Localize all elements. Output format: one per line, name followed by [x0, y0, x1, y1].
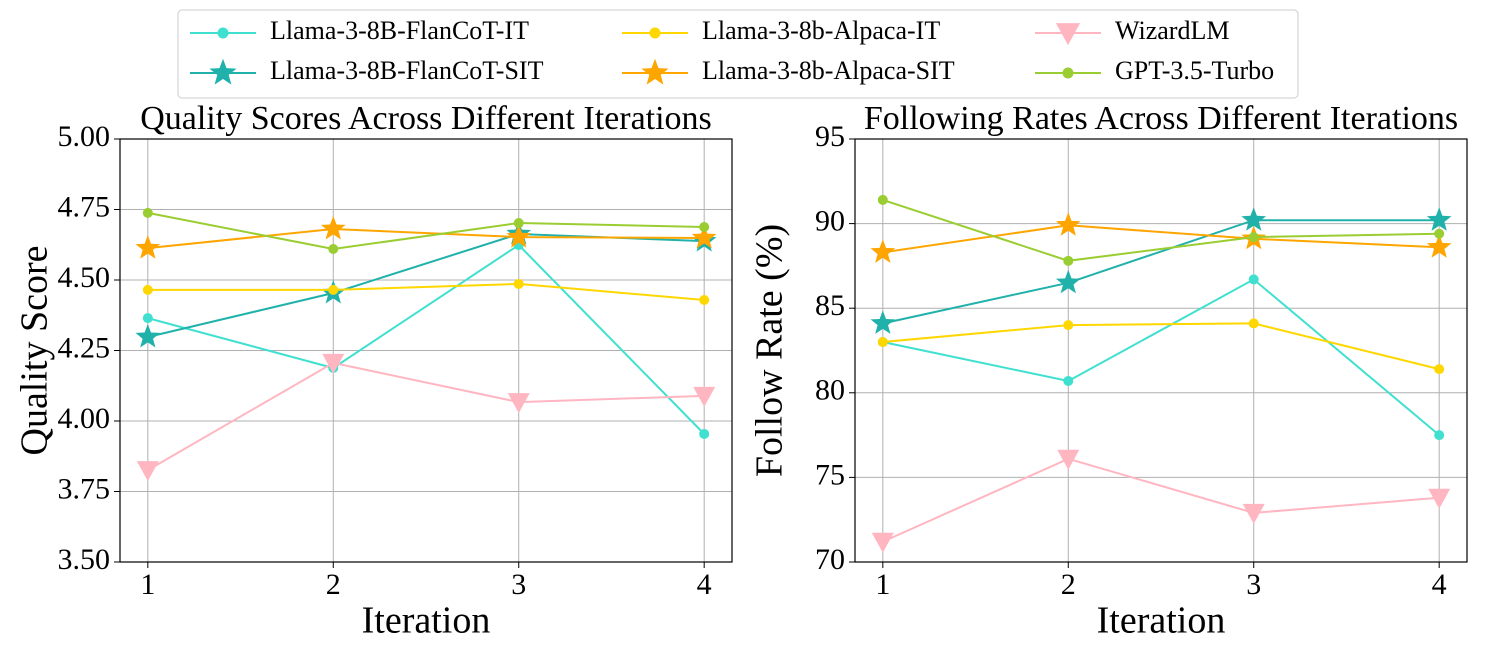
- legend: Llama-3-8B-FlanCoT-IT Llama-3-8B-FlanCoT-…: [177, 9, 1299, 99]
- y-tick-label: 75: [815, 458, 845, 491]
- series-line: [882, 219, 1440, 325]
- marker: [1057, 449, 1080, 470]
- x-axis-label: Iteration: [362, 600, 491, 642]
- legend-label: Llama-3-8b-Alpaca-IT: [702, 16, 940, 45]
- x-tick-label: 2: [326, 568, 341, 601]
- series-line: [882, 224, 1440, 254]
- marker: [699, 295, 710, 306]
- marker: [506, 224, 532, 248]
- marker: [328, 284, 339, 295]
- plot-frame: [854, 138, 1468, 563]
- legend-label: Llama-3-8B-FlanCoT-IT: [270, 16, 529, 45]
- marker: [871, 532, 894, 553]
- marker: [1063, 255, 1074, 266]
- legend-label: Llama-3-8b-Alpaca-SIT: [702, 56, 955, 85]
- legend-marker: [209, 58, 237, 85]
- series-line: [147, 211, 705, 251]
- marker: [691, 225, 717, 249]
- marker: [870, 310, 896, 334]
- legend-marker: [649, 27, 661, 39]
- chart-title: Quality Scores Across Different Iteratio…: [140, 100, 712, 137]
- y-tick-label: 70: [815, 543, 845, 576]
- marker: [513, 278, 524, 289]
- marker: [507, 393, 530, 414]
- marker: [1248, 318, 1259, 329]
- legend-marker: [1062, 67, 1074, 79]
- x-tick-label: 2: [1061, 568, 1076, 601]
- marker: [1434, 228, 1445, 239]
- y-tick-label: 4.75: [58, 190, 111, 223]
- legend-label: WizardLM: [1115, 16, 1229, 45]
- x-tick-label: 3: [511, 568, 526, 601]
- y-tick-label: 90: [815, 204, 845, 237]
- marker: [320, 216, 346, 240]
- marker: [1055, 269, 1081, 294]
- x-tick-label: 1: [875, 568, 890, 601]
- legend-label: GPT-3.5-Turbo: [1115, 56, 1274, 85]
- marker: [142, 284, 153, 295]
- marker: [322, 353, 345, 374]
- y-tick-label: 80: [815, 374, 845, 407]
- series-line: [882, 457, 1440, 543]
- y-tick-label: 3.50: [58, 543, 111, 576]
- y-tick-label: 4.00: [58, 402, 111, 435]
- chart-title: Following Rates Across Different Iterati…: [864, 100, 1458, 137]
- marker: [1248, 274, 1259, 285]
- marker: [142, 313, 153, 324]
- x-axis-label: Iteration: [1097, 600, 1226, 642]
- x-tick-label: 3: [1246, 568, 1261, 601]
- legend-frame: [177, 9, 1299, 99]
- marker: [1063, 375, 1074, 386]
- series-line: [147, 243, 705, 435]
- marker: [877, 337, 888, 348]
- marker: [699, 221, 710, 232]
- marker: [1248, 232, 1259, 243]
- marker: [1241, 207, 1267, 231]
- marker: [1434, 430, 1445, 441]
- x-tick-label: 4: [697, 568, 712, 601]
- x-tick-label: 1: [140, 568, 155, 601]
- x-tick-label: 4: [1432, 568, 1447, 601]
- marker: [1242, 503, 1265, 524]
- marker: [693, 386, 716, 407]
- marker: [1426, 234, 1452, 258]
- series-line: [147, 232, 705, 338]
- marker: [513, 218, 524, 229]
- y-tick-label: 95: [815, 120, 845, 153]
- marker: [1434, 364, 1445, 375]
- legend-label: Llama-3-8B-FlanCoT-SIT: [270, 56, 544, 85]
- marker: [1055, 212, 1081, 236]
- plot-frame: [119, 138, 733, 563]
- series-line: [882, 198, 1440, 262]
- series-line: [882, 322, 1440, 371]
- y-tick-label: 4.50: [58, 261, 111, 294]
- legend-marker: [217, 27, 229, 39]
- marker: [1428, 488, 1451, 509]
- marker: [870, 239, 896, 263]
- series-line: [147, 227, 705, 250]
- y-tick-label: 4.25: [58, 331, 111, 364]
- marker: [135, 235, 161, 259]
- series-line: [882, 278, 1440, 436]
- marker: [136, 461, 159, 482]
- marker: [877, 194, 888, 205]
- y-tick-label: 5.00: [58, 120, 111, 153]
- series-line: [147, 361, 705, 471]
- marker: [328, 243, 339, 254]
- marker: [142, 207, 153, 218]
- series-line: [147, 282, 705, 301]
- marker: [1063, 320, 1074, 331]
- y-tick-label: 3.75: [58, 472, 111, 505]
- y-axis-label: Quality Score: [14, 245, 56, 455]
- y-axis-label: Follow Rate (%): [749, 224, 791, 477]
- marker: [1426, 207, 1452, 231]
- marker: [699, 428, 710, 439]
- legend-marker: [641, 58, 669, 85]
- y-tick-label: 85: [815, 289, 845, 322]
- marker: [135, 324, 161, 348]
- legend-marker: [1055, 23, 1081, 46]
